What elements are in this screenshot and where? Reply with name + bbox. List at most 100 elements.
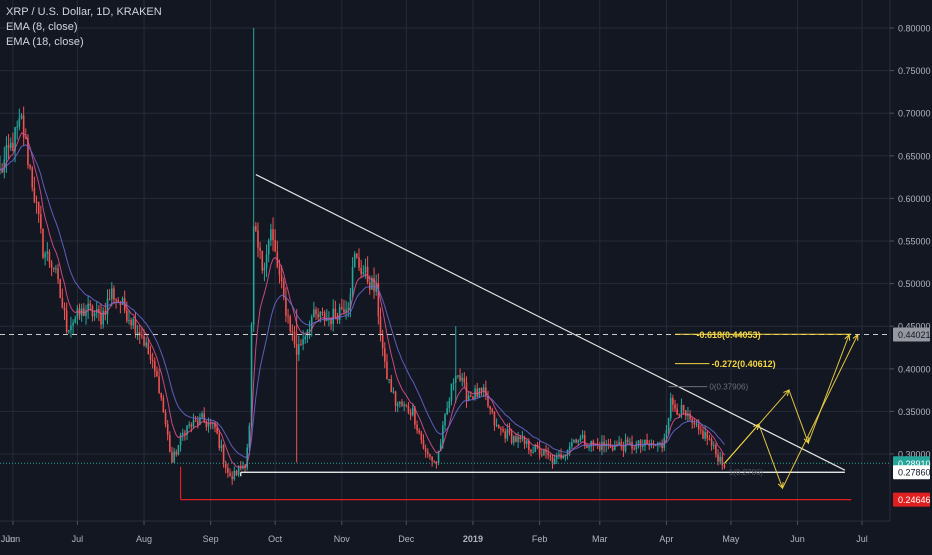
candle-body [203, 413, 206, 422]
candle-body [5, 145, 8, 160]
candle-body [237, 466, 240, 476]
candle-body [261, 250, 264, 271]
candle-body [37, 202, 40, 215]
candle-body [117, 299, 120, 303]
candle-body [457, 375, 459, 377]
candle-body [366, 266, 369, 283]
candle-body [308, 329, 311, 331]
candle-body [184, 432, 186, 435]
fib-label: 1(0.2786) [729, 468, 764, 477]
candle-body [454, 375, 457, 383]
candle-body [530, 450, 532, 453]
candle-body [353, 253, 356, 267]
candle-body [72, 322, 74, 326]
candle-body [310, 316, 313, 330]
candle-body [463, 377, 466, 383]
candle-body [497, 424, 500, 429]
candle-body [641, 445, 644, 447]
candle-body [214, 422, 216, 428]
candle-body [61, 297, 64, 308]
price-tick-label: 0.45000 [898, 322, 931, 332]
candle-body [373, 277, 375, 292]
projection-path [724, 334, 850, 464]
candle-body [199, 417, 201, 425]
price-tick-label: 0.30000 [898, 450, 931, 460]
candle-body [502, 429, 504, 432]
candle-body [540, 454, 543, 456]
candle-body [222, 445, 225, 463]
candle-body [358, 257, 360, 268]
candle-body [672, 398, 674, 405]
candle-body [113, 288, 115, 300]
candle-body [392, 391, 395, 393]
candle-body [304, 336, 307, 340]
candle-body [55, 268, 57, 270]
candle-body [102, 310, 104, 325]
candle-body [489, 406, 491, 410]
projection-arrowhead [803, 436, 810, 445]
candle-body [347, 307, 350, 310]
candle-body [246, 447, 249, 468]
candle-body [598, 444, 601, 451]
candle-body [52, 267, 55, 270]
candle-body [138, 331, 141, 336]
candle-body [289, 316, 292, 332]
candle-body [341, 307, 343, 310]
candle-body [70, 325, 72, 331]
candle-body [229, 472, 231, 477]
price-tick-label: 0.50000 [898, 279, 931, 289]
candle-body [442, 425, 444, 444]
candle-body [278, 266, 281, 275]
candle-body [65, 310, 68, 332]
candle-body [345, 309, 347, 313]
candle-body [194, 420, 197, 422]
candle-body [153, 361, 156, 372]
symbol-title[interactable]: XRP / U.S. Dollar, 1D, KRAKEN [6, 6, 162, 18]
candle-body [190, 424, 193, 427]
candle-body [669, 398, 672, 419]
candle-body [553, 458, 556, 465]
candle-body [338, 307, 341, 321]
candle-body [110, 288, 113, 300]
projection-arrowhead [852, 333, 859, 341]
candle-body [659, 442, 661, 444]
candle-body [149, 354, 152, 360]
candle-body [16, 126, 18, 128]
price-label-box [893, 465, 930, 480]
candle-body [57, 268, 59, 280]
candle-body [371, 277, 373, 290]
time-tick-label: Oct [268, 534, 283, 544]
time-tick-label: Jun [6, 534, 21, 544]
candle-body [3, 159, 6, 173]
candle-body [164, 412, 167, 425]
price-label-box [893, 327, 930, 342]
candle-body [300, 343, 302, 345]
candle-body [665, 429, 668, 438]
ema-fast-label[interactable]: EMA (8, close) [6, 21, 78, 33]
time-tick-label: Jun [790, 534, 805, 544]
candle-body [130, 319, 132, 326]
candle-body [18, 118, 21, 127]
candle-body [14, 127, 16, 151]
candle-body [175, 451, 178, 455]
candle-body [233, 470, 236, 480]
ema-slow-label[interactable]: EMA (18, close) [6, 36, 84, 48]
candle-body [469, 395, 472, 397]
candle-body [433, 460, 436, 462]
candle-body [506, 429, 509, 439]
candle-body [285, 297, 287, 316]
candle-body [126, 310, 128, 321]
candle-body [181, 432, 184, 435]
candle-body [629, 441, 631, 443]
candle-body [252, 226, 255, 325]
price-tick-label: 0.80000 [898, 24, 931, 34]
candle-body [467, 395, 470, 401]
candle-body [76, 308, 79, 319]
candle-body [388, 379, 390, 381]
price-tick-label: 0.55000 [898, 237, 931, 247]
candle-body [654, 445, 657, 447]
candle-body [89, 303, 92, 306]
candle-body [141, 335, 143, 337]
